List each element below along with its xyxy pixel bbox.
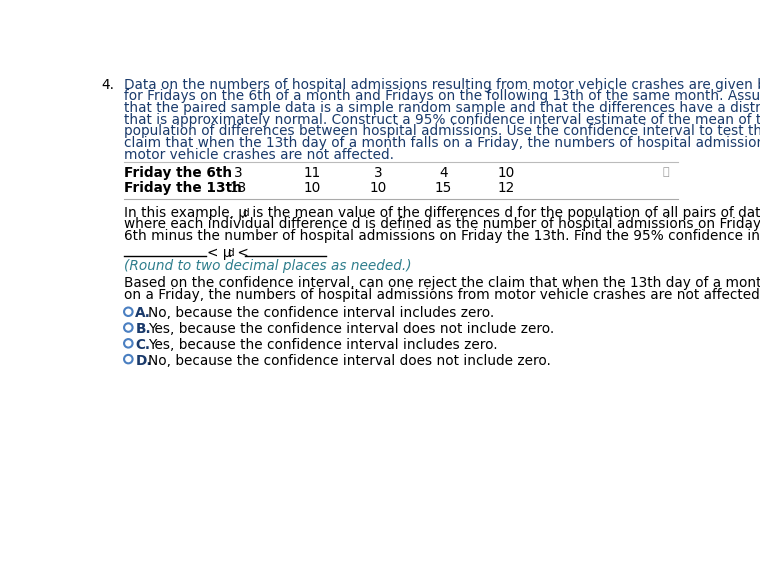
- Text: that is approximately normal. Construct a 95% confidence interval estimate of th: that is approximately normal. Construct …: [125, 113, 760, 127]
- Text: is the mean value of the differences d for the population of all pairs of data,: is the mean value of the differences d f…: [248, 205, 760, 220]
- Text: 10: 10: [303, 180, 321, 195]
- Text: where each individual difference d is defined as the number of hospital admissio: where each individual difference d is de…: [125, 217, 760, 232]
- Text: 12: 12: [497, 180, 515, 195]
- Text: C.: C.: [135, 338, 150, 352]
- Text: d: d: [227, 248, 234, 258]
- Text: 4: 4: [439, 166, 448, 180]
- Text: population of differences between hospital admissions. Use the confidence interv: population of differences between hospit…: [125, 125, 760, 138]
- Text: 6th minus the number of hospital admissions on Friday the 13th. Find the 95% con: 6th minus the number of hospital admissi…: [125, 229, 760, 243]
- Text: 10: 10: [497, 166, 515, 180]
- Text: motor vehicle crashes are not affected.: motor vehicle crashes are not affected.: [125, 148, 394, 162]
- Text: that the paired sample data is a simple random sample and that the differences h: that the paired sample data is a simple …: [125, 101, 760, 115]
- Text: 4.: 4.: [101, 77, 114, 92]
- Text: Friday the 13th: Friday the 13th: [125, 180, 242, 195]
- Text: claim that when the 13th day of a month falls on a Friday, the numbers of hospit: claim that when the 13th day of a month …: [125, 136, 760, 150]
- Text: (Round to two decimal places as needed.): (Round to two decimal places as needed.): [125, 259, 412, 273]
- Text: Friday the 6th: Friday the 6th: [125, 166, 233, 180]
- Text: D.: D.: [135, 354, 152, 368]
- Text: ⎘: ⎘: [662, 167, 669, 177]
- Text: d: d: [242, 208, 249, 218]
- Text: on a Friday, the numbers of hospital admissions from motor vehicle crashes are n: on a Friday, the numbers of hospital adm…: [125, 288, 760, 302]
- Text: 10: 10: [369, 180, 387, 195]
- Text: Yes, because the confidence interval does not include zero.: Yes, because the confidence interval doe…: [147, 322, 554, 336]
- Text: No, because the confidence interval includes zero.: No, because the confidence interval incl…: [147, 306, 494, 320]
- Text: Based on the confidence interval, can one reject the claim that when the 13th da: Based on the confidence interval, can on…: [125, 276, 760, 290]
- Text: < μ: < μ: [207, 246, 232, 260]
- Text: for Fridays on the 6th of a month and Fridays on the following 13th of the same : for Fridays on the 6th of a month and Fr…: [125, 89, 760, 103]
- Text: 13: 13: [230, 180, 247, 195]
- Text: 15: 15: [435, 180, 452, 195]
- Text: <: <: [233, 246, 249, 260]
- Text: In this example, μ: In this example, μ: [125, 205, 248, 220]
- Text: Yes, because the confidence interval includes zero.: Yes, because the confidence interval inc…: [147, 338, 497, 352]
- Text: 3: 3: [234, 166, 242, 180]
- Text: Data on the numbers of hospital admissions resulting from motor vehicle crashes : Data on the numbers of hospital admissio…: [125, 77, 760, 92]
- Text: 11: 11: [303, 166, 321, 180]
- Text: 3: 3: [374, 166, 382, 180]
- Text: B.: B.: [135, 322, 151, 336]
- Text: No, because the confidence interval does not include zero.: No, because the confidence interval does…: [147, 354, 550, 368]
- Text: A.: A.: [135, 306, 151, 320]
